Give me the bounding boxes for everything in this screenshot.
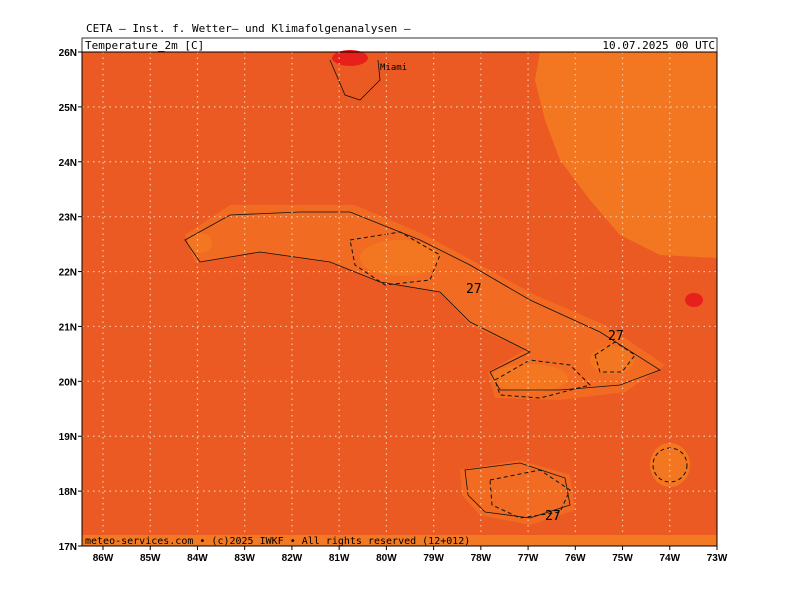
hot-patch xyxy=(332,50,368,66)
patch xyxy=(492,364,568,392)
y-tick-label: 19N xyxy=(59,432,77,443)
x-tick-label: 74W xyxy=(659,553,680,564)
x-tick-label: 73W xyxy=(707,553,728,564)
map-area: Miami 27 27 27 meteo-services.com • (c)2… xyxy=(81,50,718,547)
patch xyxy=(360,240,440,276)
florida-coast xyxy=(329,59,381,101)
x-tick-label: 80W xyxy=(376,553,397,564)
x-tick-label: 75W xyxy=(612,553,633,564)
y-tick-label: 25N xyxy=(59,103,77,114)
y-tick-label: 24N xyxy=(59,158,77,169)
hispaniola-field xyxy=(460,460,575,525)
contour xyxy=(494,359,591,399)
hot-patch xyxy=(685,293,703,307)
y-tick-label: 17N xyxy=(59,542,77,553)
x-tick-label: 85W xyxy=(140,553,161,564)
contour-label: 27 xyxy=(545,509,561,524)
x-tick-label: 77W xyxy=(518,553,539,564)
x-tick-label: 76W xyxy=(565,553,586,564)
patch xyxy=(188,233,212,253)
contour-label: 27 xyxy=(466,282,482,297)
y-tick-label: 18N xyxy=(59,487,77,498)
x-tick-label: 84W xyxy=(187,553,208,564)
x-tick-label: 81W xyxy=(329,553,350,564)
contour xyxy=(489,469,571,519)
cuba-field xyxy=(185,205,665,400)
y-tick-label: 22N xyxy=(59,268,77,279)
x-tick-label: 82W xyxy=(282,553,303,564)
cuba-coast xyxy=(184,211,661,391)
x-tick-label: 86W xyxy=(93,553,114,564)
warm-region xyxy=(535,52,717,258)
credit: meteo-services.com • (c)2025 IWKF • All … xyxy=(85,536,470,547)
contour xyxy=(349,231,441,286)
grid xyxy=(82,52,717,546)
field-title: Temperature_2m [C] xyxy=(85,39,204,52)
frame xyxy=(81,51,718,547)
y-tick-label: 21N xyxy=(59,322,77,333)
contour-label: 27 xyxy=(608,329,624,344)
credit-bar xyxy=(82,535,717,546)
x-tick-label: 83W xyxy=(234,553,255,564)
valid-time: 10.07.2025 00 UTC xyxy=(602,39,715,52)
place-label: Miami xyxy=(380,63,407,73)
x-tick-label: 79W xyxy=(423,553,444,564)
y-tick-label: 26N xyxy=(59,48,77,59)
header: CETA – Inst. f. Wetter– und Klimafolgena… xyxy=(86,22,411,35)
y-tick-label: 23N xyxy=(59,213,77,224)
x-tick-label: 78W xyxy=(471,553,492,564)
contour xyxy=(594,341,636,373)
y-tick-label: 20N xyxy=(59,377,77,388)
